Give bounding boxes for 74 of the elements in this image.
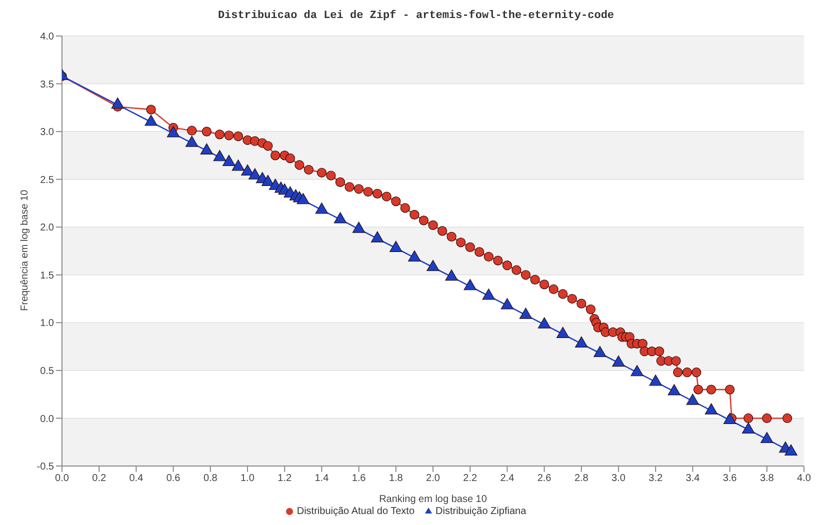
y-tick-label: 1.5	[40, 270, 54, 282]
point	[723, 412, 736, 424]
point	[296, 193, 310, 204]
point	[519, 308, 532, 319]
point	[556, 326, 570, 338]
point	[390, 240, 402, 252]
point	[111, 97, 124, 109]
point	[445, 269, 458, 281]
point	[262, 174, 274, 186]
y-tick-label: 0.0	[40, 414, 54, 425]
y-tick-label: 4.0	[40, 32, 54, 43]
x-tick-label: 2.2	[463, 473, 478, 484]
x-tick-label: 1.8	[388, 473, 404, 484]
x-tick-label: 2.6	[537, 473, 552, 484]
x-tick-label: 0.8	[203, 473, 218, 484]
y-tick-label: 3.5	[40, 79, 54, 90]
x-tick-label: 0.6	[166, 473, 181, 484]
point	[200, 143, 214, 154]
x-tick-label: 0.4	[129, 473, 144, 484]
point	[760, 432, 774, 444]
point	[241, 164, 254, 176]
point	[742, 422, 755, 434]
point	[213, 150, 226, 162]
y-tick-label: -0.5	[36, 462, 54, 473]
point	[575, 336, 588, 348]
point	[334, 212, 347, 224]
point	[315, 202, 328, 214]
y-tick-label: 1.0	[40, 318, 54, 330]
x-tick-label: 2.0	[426, 473, 440, 484]
point	[594, 346, 606, 358]
point	[370, 231, 384, 242]
x-tick-label: 3.0	[612, 473, 626, 484]
x-tick-label: 1.6	[352, 473, 366, 484]
x-tick-label: 4.0	[797, 473, 812, 484]
point	[668, 384, 681, 396]
x-tick-label: 3.6	[722, 473, 738, 484]
point	[185, 136, 198, 147]
point	[649, 374, 662, 386]
point	[166, 126, 180, 138]
x-tick-label: 0.0	[55, 473, 70, 484]
chart-title: Distribuicao da Lei de Zipf - artemis-fowl-the-eternity-code	[216, 8, 616, 24]
point	[222, 154, 236, 166]
legend-label: Distribuição Zipfiana	[436, 506, 526, 517]
x-tick-label: 1.4	[314, 473, 330, 484]
x-tick-label: 3.8	[760, 473, 774, 484]
point	[612, 355, 625, 367]
point	[538, 317, 551, 328]
point	[784, 444, 798, 456]
y-tick-label: 3.0	[40, 127, 54, 138]
point	[426, 260, 440, 272]
x-tick-label: 0.2	[92, 473, 106, 484]
y-tick-label: 2.5	[40, 174, 54, 186]
point	[482, 288, 496, 300]
point	[464, 279, 476, 290]
legend-label: Distribuição Atual do Texto	[296, 506, 415, 517]
x-axis-title: Ranking em log base 10	[379, 494, 488, 505]
point	[704, 403, 718, 414]
y-tick-label: 2.0	[40, 222, 54, 234]
x-tick-label: 1.0	[240, 473, 255, 484]
point	[686, 394, 700, 405]
point	[352, 222, 366, 233]
x-tick-label: 3.4	[686, 473, 700, 484]
point	[500, 298, 514, 310]
point	[248, 168, 262, 180]
x-tick-label: 2.4	[500, 473, 515, 484]
point	[408, 250, 421, 262]
x-tick-label: 2.8	[574, 473, 589, 484]
y-tick-label: 0.5	[40, 366, 54, 377]
point	[144, 114, 158, 126]
x-tick-label: 1.2	[278, 473, 292, 484]
x-tick-label: 3.2	[648, 473, 663, 484]
point	[630, 365, 644, 376]
point	[232, 160, 245, 171]
y-axis-title: Frequência em log base 10	[20, 189, 31, 311]
